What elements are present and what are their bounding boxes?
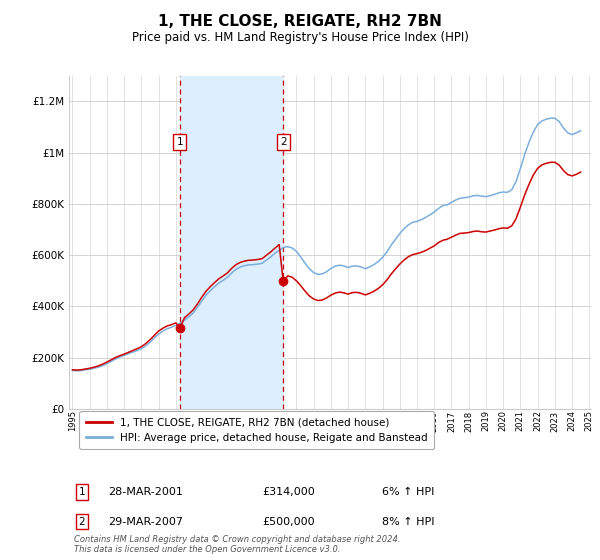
Text: Price paid vs. HM Land Registry's House Price Index (HPI): Price paid vs. HM Land Registry's House … [131,31,469,44]
Text: 1: 1 [176,137,183,147]
Text: 1, THE CLOSE, REIGATE, RH2 7BN: 1, THE CLOSE, REIGATE, RH2 7BN [158,14,442,29]
Text: 8% ↑ HPI: 8% ↑ HPI [382,517,434,526]
Legend: 1, THE CLOSE, REIGATE, RH2 7BN (detached house), HPI: Average price, detached ho: 1, THE CLOSE, REIGATE, RH2 7BN (detached… [79,411,434,449]
Text: £314,000: £314,000 [262,487,315,497]
Text: 1: 1 [79,487,85,497]
Bar [180,76,283,409]
Text: 28-MAR-2001: 28-MAR-2001 [108,487,183,497]
Text: £500,000: £500,000 [262,517,315,526]
Text: 2: 2 [79,517,85,526]
Text: 6% ↑ HPI: 6% ↑ HPI [382,487,434,497]
Text: Contains HM Land Registry data © Crown copyright and database right 2024.
This d: Contains HM Land Registry data © Crown c… [74,535,401,554]
Text: 2: 2 [280,137,286,147]
Text: 29-MAR-2007: 29-MAR-2007 [108,517,183,526]
